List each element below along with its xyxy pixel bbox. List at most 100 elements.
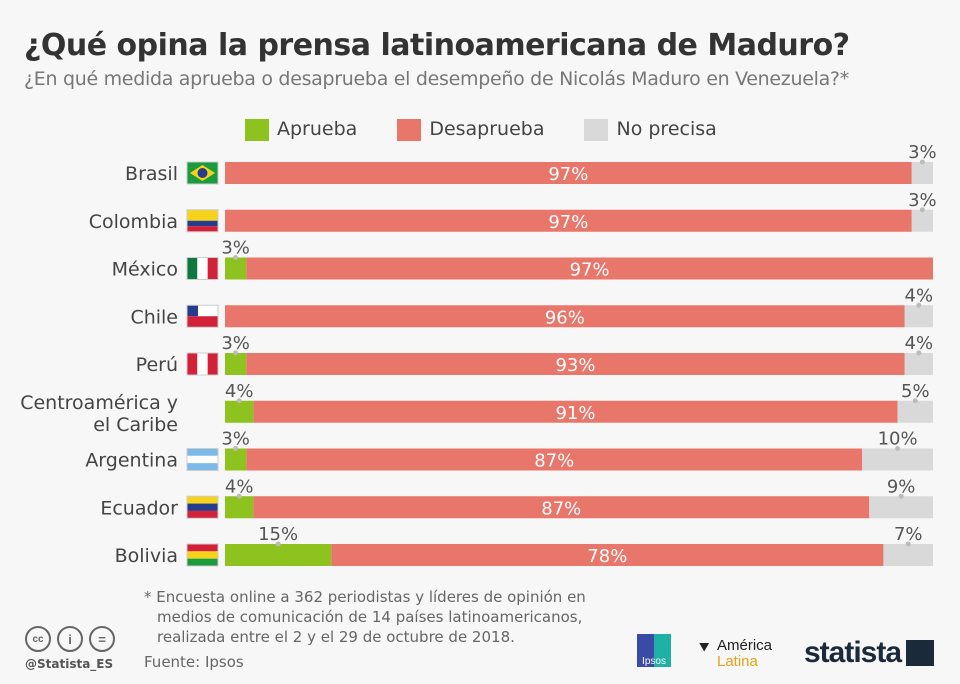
label-marker bbox=[233, 350, 239, 356]
category-label: Perú bbox=[136, 354, 178, 376]
label-marker bbox=[236, 398, 242, 404]
label-marker bbox=[912, 398, 918, 404]
bar-aprueba bbox=[225, 353, 247, 375]
data-label: 87% bbox=[534, 451, 574, 472]
data-label: 97% bbox=[548, 212, 588, 233]
category-label: Chile bbox=[130, 306, 178, 328]
legend-item-no-precisa: No precisa bbox=[584, 118, 717, 141]
data-label: 4% bbox=[905, 333, 934, 354]
label-marker bbox=[905, 541, 911, 547]
data-label: 4% bbox=[225, 381, 254, 402]
category-label: Centroamérica y bbox=[20, 392, 178, 414]
bar-desaprueba bbox=[253, 496, 870, 519]
bar-no-precisa bbox=[904, 305, 933, 328]
flag-border bbox=[186, 448, 219, 471]
attribution-icon: i bbox=[57, 626, 83, 652]
flag-border bbox=[186, 161, 219, 185]
data-label: 87% bbox=[541, 498, 581, 519]
bar-no-precisa bbox=[904, 353, 933, 375]
data-label: 91% bbox=[555, 403, 595, 424]
data-label: 3% bbox=[908, 190, 937, 211]
flag-stripe bbox=[187, 496, 218, 504]
flag-stripe bbox=[207, 353, 218, 375]
data-label: 3% bbox=[221, 238, 250, 259]
footnote: * Encuesta online a 362 periodistas y lí… bbox=[144, 588, 586, 646]
data-label: 10% bbox=[878, 429, 918, 450]
flag-stripe bbox=[207, 257, 218, 280]
label-marker bbox=[895, 446, 901, 451]
cc-license-icons[interactable]: cc i = bbox=[25, 626, 115, 652]
label-marker bbox=[919, 159, 925, 165]
label-marker bbox=[916, 350, 922, 356]
bar-aprueba bbox=[225, 448, 247, 471]
americas-map-icon: ⯆ bbox=[697, 638, 712, 658]
bar-aprueba bbox=[225, 496, 254, 519]
bar-aprueba bbox=[225, 257, 247, 280]
bar-desaprueba bbox=[225, 305, 905, 328]
no-derivatives-icon: = bbox=[89, 626, 115, 652]
data-label: 15% bbox=[258, 524, 298, 545]
label-marker bbox=[233, 255, 239, 260]
bar-no-precisa bbox=[869, 496, 933, 519]
statista-mark-icon bbox=[906, 640, 935, 666]
bar-no-precisa bbox=[897, 400, 933, 423]
data-label: 97% bbox=[570, 260, 610, 281]
label-marker bbox=[275, 541, 281, 547]
label-marker bbox=[236, 493, 242, 499]
america-latina-logo: ⯆ América Latina bbox=[697, 637, 773, 670]
statista-handle: @Statista_ES bbox=[25, 657, 114, 671]
flag-stripe bbox=[187, 455, 218, 464]
ipsos-logo: Ipsos bbox=[637, 634, 671, 667]
bar-no-precisa bbox=[911, 209, 933, 232]
statista-logo: statista bbox=[804, 636, 935, 670]
data-label: 9% bbox=[887, 476, 916, 497]
flag-stripe bbox=[187, 220, 218, 227]
category-label: México bbox=[112, 259, 178, 281]
category-label: Bolivia bbox=[115, 545, 178, 567]
cc-icon: cc bbox=[25, 626, 51, 652]
bar-aprueba bbox=[225, 544, 332, 566]
bar-desaprueba bbox=[246, 353, 905, 375]
flag-stripe bbox=[187, 463, 218, 471]
data-label: 3% bbox=[908, 142, 937, 163]
flag-border bbox=[186, 257, 219, 280]
flag-stripe bbox=[187, 353, 198, 375]
flag-border bbox=[186, 543, 219, 567]
flag-stripe bbox=[187, 305, 218, 317]
flag-stripe bbox=[187, 316, 218, 328]
bar-no-precisa bbox=[862, 448, 933, 471]
flag-stripe bbox=[187, 448, 218, 456]
category-label: Brasil bbox=[125, 163, 178, 185]
label-marker bbox=[898, 493, 904, 499]
category-label: Ecuador bbox=[100, 497, 178, 519]
bar-no-precisa bbox=[911, 162, 933, 184]
flag-globe bbox=[197, 168, 208, 178]
bar-desaprueba bbox=[253, 400, 898, 423]
data-label: 4% bbox=[905, 285, 934, 306]
data-label: 7% bbox=[894, 524, 923, 545]
flag-canton bbox=[187, 305, 198, 317]
flag-stripe bbox=[187, 558, 218, 566]
flag-stripe bbox=[187, 226, 218, 232]
page-title: ¿Qué opina la prensa latinoamericana de … bbox=[24, 28, 850, 63]
flag-stripe bbox=[187, 510, 218, 519]
legend: Aprueba Desaprueba No precisa bbox=[245, 118, 717, 141]
flag-stripe bbox=[187, 257, 198, 280]
flag-stripe bbox=[187, 544, 218, 552]
legend-item-aprueba: Aprueba bbox=[245, 118, 357, 141]
bar-desaprueba bbox=[246, 257, 934, 280]
data-label: 4% bbox=[225, 476, 254, 497]
legend-item-desaprueba: Desaprueba bbox=[397, 118, 544, 141]
label-marker bbox=[233, 446, 239, 451]
data-label: 3% bbox=[221, 333, 250, 354]
flag-border bbox=[186, 352, 219, 376]
flag-stripe bbox=[187, 209, 218, 221]
bar-desaprueba bbox=[225, 162, 912, 184]
category-label: Colombia bbox=[89, 211, 178, 233]
bar-desaprueba bbox=[246, 448, 863, 471]
data-label: 96% bbox=[545, 307, 585, 328]
bar-desaprueba bbox=[225, 209, 912, 232]
source: Fuente: Ipsos bbox=[144, 653, 244, 671]
bar-desaprueba bbox=[331, 544, 884, 566]
